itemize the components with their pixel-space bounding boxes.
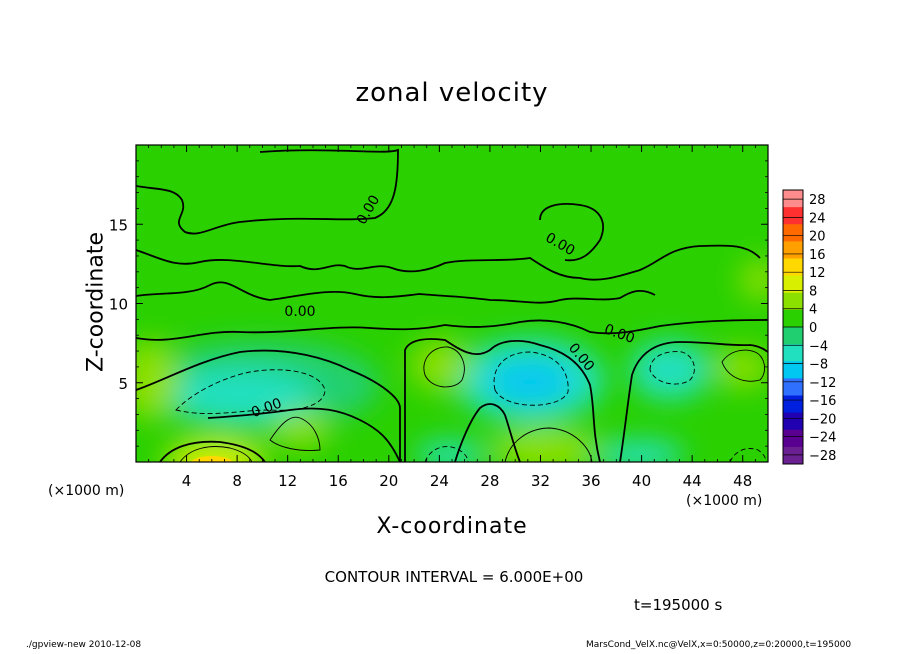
heatmap-field: 0.000.000.000.000.000.00 <box>136 148 768 462</box>
negative-contours <box>175 351 767 462</box>
colorbar-segment <box>783 412 803 431</box>
x-tick-label: 36 <box>581 472 600 490</box>
chart-title: zonal velocity <box>355 78 549 108</box>
x-tick-label: 4 <box>182 472 192 490</box>
contour-line <box>721 349 766 382</box>
contour-line <box>404 338 601 462</box>
contour-interval: CONTOUR INTERVAL = 6.000E+00 <box>324 568 584 586</box>
contour-line <box>539 203 604 262</box>
x-tick-label: 32 <box>531 472 550 490</box>
contour-line <box>493 351 569 406</box>
footer-right: MarsCond_VelX.nc@VelX,x=0:50000,z=0:2000… <box>586 640 852 650</box>
contour-line <box>269 416 321 451</box>
zero-contours <box>136 148 768 462</box>
contour-label: 0.00 <box>284 304 315 320</box>
contour-line <box>504 427 593 462</box>
x-tick-label: 20 <box>379 472 398 490</box>
x-unit-left: (×1000 m) <box>48 483 125 499</box>
colorbar-label: 12 <box>809 266 826 281</box>
colorbar-label: −8 <box>809 358 828 373</box>
colorbar-label: −12 <box>809 376 836 391</box>
x-tick-label: 44 <box>683 472 702 490</box>
colorbar-label: 24 <box>809 211 826 226</box>
contour-line <box>454 403 521 462</box>
colorbar-segment <box>783 378 803 396</box>
colorbar-label: 28 <box>809 193 826 208</box>
plot-area: 0.000.000.000.000.000.00 4 8 12 16 20 24 28 32 3… <box>109 144 769 490</box>
contour-line <box>423 346 465 388</box>
colorbar-segment <box>783 224 803 242</box>
y-tick-label: 10 <box>109 296 128 314</box>
contour-line <box>424 446 469 462</box>
contour-line <box>136 244 761 281</box>
time-label: t=195000 s <box>634 596 723 614</box>
x-tick-label: 28 <box>480 472 499 490</box>
colorbar-segment <box>783 395 803 414</box>
colorbar-label: 20 <box>809 230 826 245</box>
x-tick-label: 12 <box>278 472 297 490</box>
colorbar-segment <box>783 327 803 345</box>
colorbar-segment <box>783 275 803 294</box>
colorbar-segment <box>783 292 803 311</box>
colorbar-segment <box>783 344 803 362</box>
colorbar-label: −4 <box>809 339 828 354</box>
y-tick-label: 5 <box>118 375 128 393</box>
contour-line <box>729 448 767 462</box>
colorbar-label: 8 <box>809 284 817 299</box>
colorbar-segment <box>783 361 803 379</box>
contour-line <box>175 369 326 414</box>
colorbar-label: −28 <box>809 449 836 464</box>
colorbar-label: −20 <box>809 412 836 427</box>
colorbar-segment <box>783 309 803 328</box>
colorbar-segment <box>783 429 803 448</box>
contour-line <box>179 446 253 462</box>
positive-core-mark <box>190 456 234 462</box>
x-tick-label: 8 <box>232 472 242 490</box>
x-unit-right: (×1000 m) <box>686 493 763 509</box>
colorbar-label: −24 <box>809 431 836 446</box>
colorbar: 28 24 20 16 12 8 4 0 −4 −8 −12 −16 −20 −24 −28 <box>782 189 836 465</box>
contour-line <box>207 407 401 462</box>
x-tick-label: 24 <box>430 472 449 490</box>
colorbar-segment <box>783 207 803 225</box>
contour-line <box>136 349 401 462</box>
colorbar-label: −16 <box>809 394 836 409</box>
footer-left: ./gpview-new 2010-12-08 <box>26 640 142 650</box>
positive-contours <box>179 346 766 462</box>
colorbar-segment <box>783 446 803 465</box>
x-tick-label: 16 <box>329 472 348 490</box>
contour-line <box>619 341 768 462</box>
contour-line <box>136 281 656 304</box>
x-axis-label: X-coordinate <box>376 514 528 539</box>
x-tick-label: 40 <box>632 472 651 490</box>
colorbar-label: 16 <box>809 248 826 263</box>
colorbar-segment <box>783 258 803 277</box>
colorbar-label: 0 <box>809 321 817 336</box>
contour-line <box>136 148 399 235</box>
y-tick-label: 15 <box>109 216 128 234</box>
colorbar-segment <box>783 241 803 259</box>
contour-line <box>136 319 768 341</box>
x-tick-label: 48 <box>733 472 752 490</box>
colorbar-label: 4 <box>809 303 817 318</box>
contour-line <box>649 351 695 385</box>
contour-line <box>159 440 266 462</box>
